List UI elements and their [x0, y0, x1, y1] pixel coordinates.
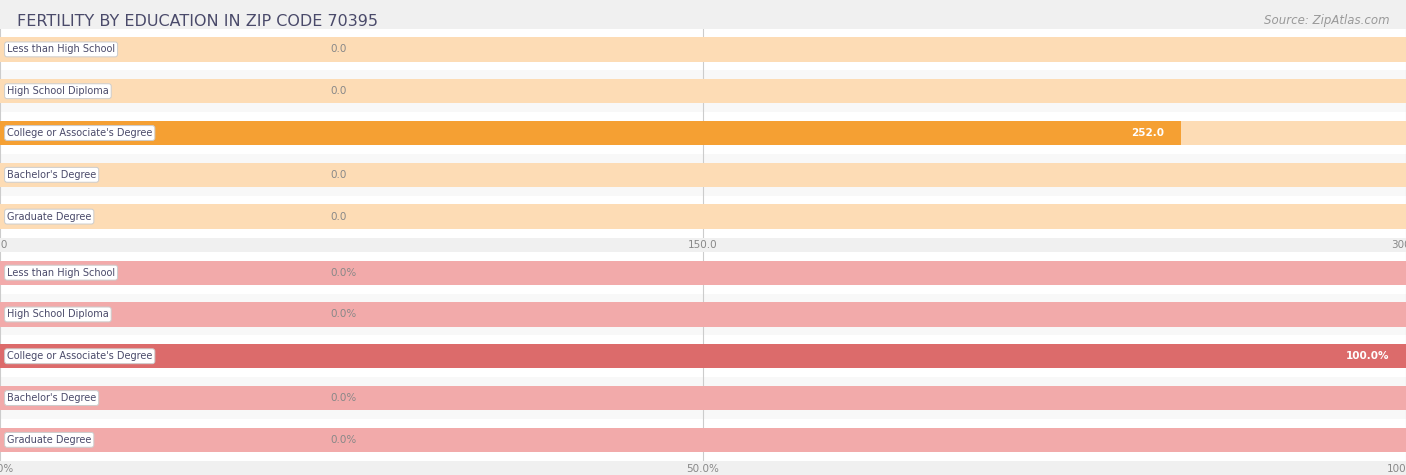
Bar: [0, 419, 1406, 461]
Bar: [0, 377, 1406, 419]
Bar: [0, 70, 1406, 112]
Bar: [0, 204, 1406, 229]
Bar: [0, 154, 1406, 196]
Text: 0.0%: 0.0%: [330, 435, 357, 445]
Bar: [0, 335, 1406, 377]
Bar: [0, 121, 1406, 145]
Text: 0.0: 0.0: [330, 44, 347, 55]
Bar: [0, 37, 1406, 62]
Text: Less than High School: Less than High School: [7, 44, 115, 55]
Text: 100.0%: 100.0%: [1346, 351, 1389, 361]
Text: 0.0%: 0.0%: [330, 393, 357, 403]
Text: 0.0%: 0.0%: [330, 309, 357, 320]
Bar: [0, 344, 1406, 369]
Bar: [0, 79, 1406, 104]
Text: 0.0: 0.0: [330, 86, 347, 96]
Bar: [0, 302, 1406, 327]
Text: 0.0: 0.0: [330, 211, 347, 222]
Text: Less than High School: Less than High School: [7, 267, 115, 278]
Bar: [0, 112, 1406, 154]
Text: Graduate Degree: Graduate Degree: [7, 435, 91, 445]
Bar: [0, 344, 1406, 369]
Bar: [0, 428, 1406, 452]
Bar: [0, 386, 1406, 410]
Bar: [0, 162, 1406, 187]
Text: Source: ZipAtlas.com: Source: ZipAtlas.com: [1264, 14, 1389, 27]
Text: College or Associate's Degree: College or Associate's Degree: [7, 128, 152, 138]
Bar: [0, 252, 1406, 294]
Text: FERTILITY BY EDUCATION IN ZIP CODE 70395: FERTILITY BY EDUCATION IN ZIP CODE 70395: [17, 14, 378, 29]
Bar: [0, 196, 1406, 238]
Text: College or Associate's Degree: College or Associate's Degree: [7, 351, 152, 361]
Bar: [0, 294, 1406, 335]
Text: High School Diploma: High School Diploma: [7, 309, 108, 320]
Bar: [0, 28, 1406, 70]
Bar: [0, 260, 1406, 285]
Text: Bachelor's Degree: Bachelor's Degree: [7, 393, 96, 403]
Text: High School Diploma: High School Diploma: [7, 86, 108, 96]
Text: Graduate Degree: Graduate Degree: [7, 211, 91, 222]
Text: 0.0%: 0.0%: [330, 267, 357, 278]
Text: Bachelor's Degree: Bachelor's Degree: [7, 170, 96, 180]
Text: 252.0: 252.0: [1132, 128, 1164, 138]
Text: 0.0: 0.0: [330, 170, 347, 180]
Bar: [0, 121, 1181, 145]
